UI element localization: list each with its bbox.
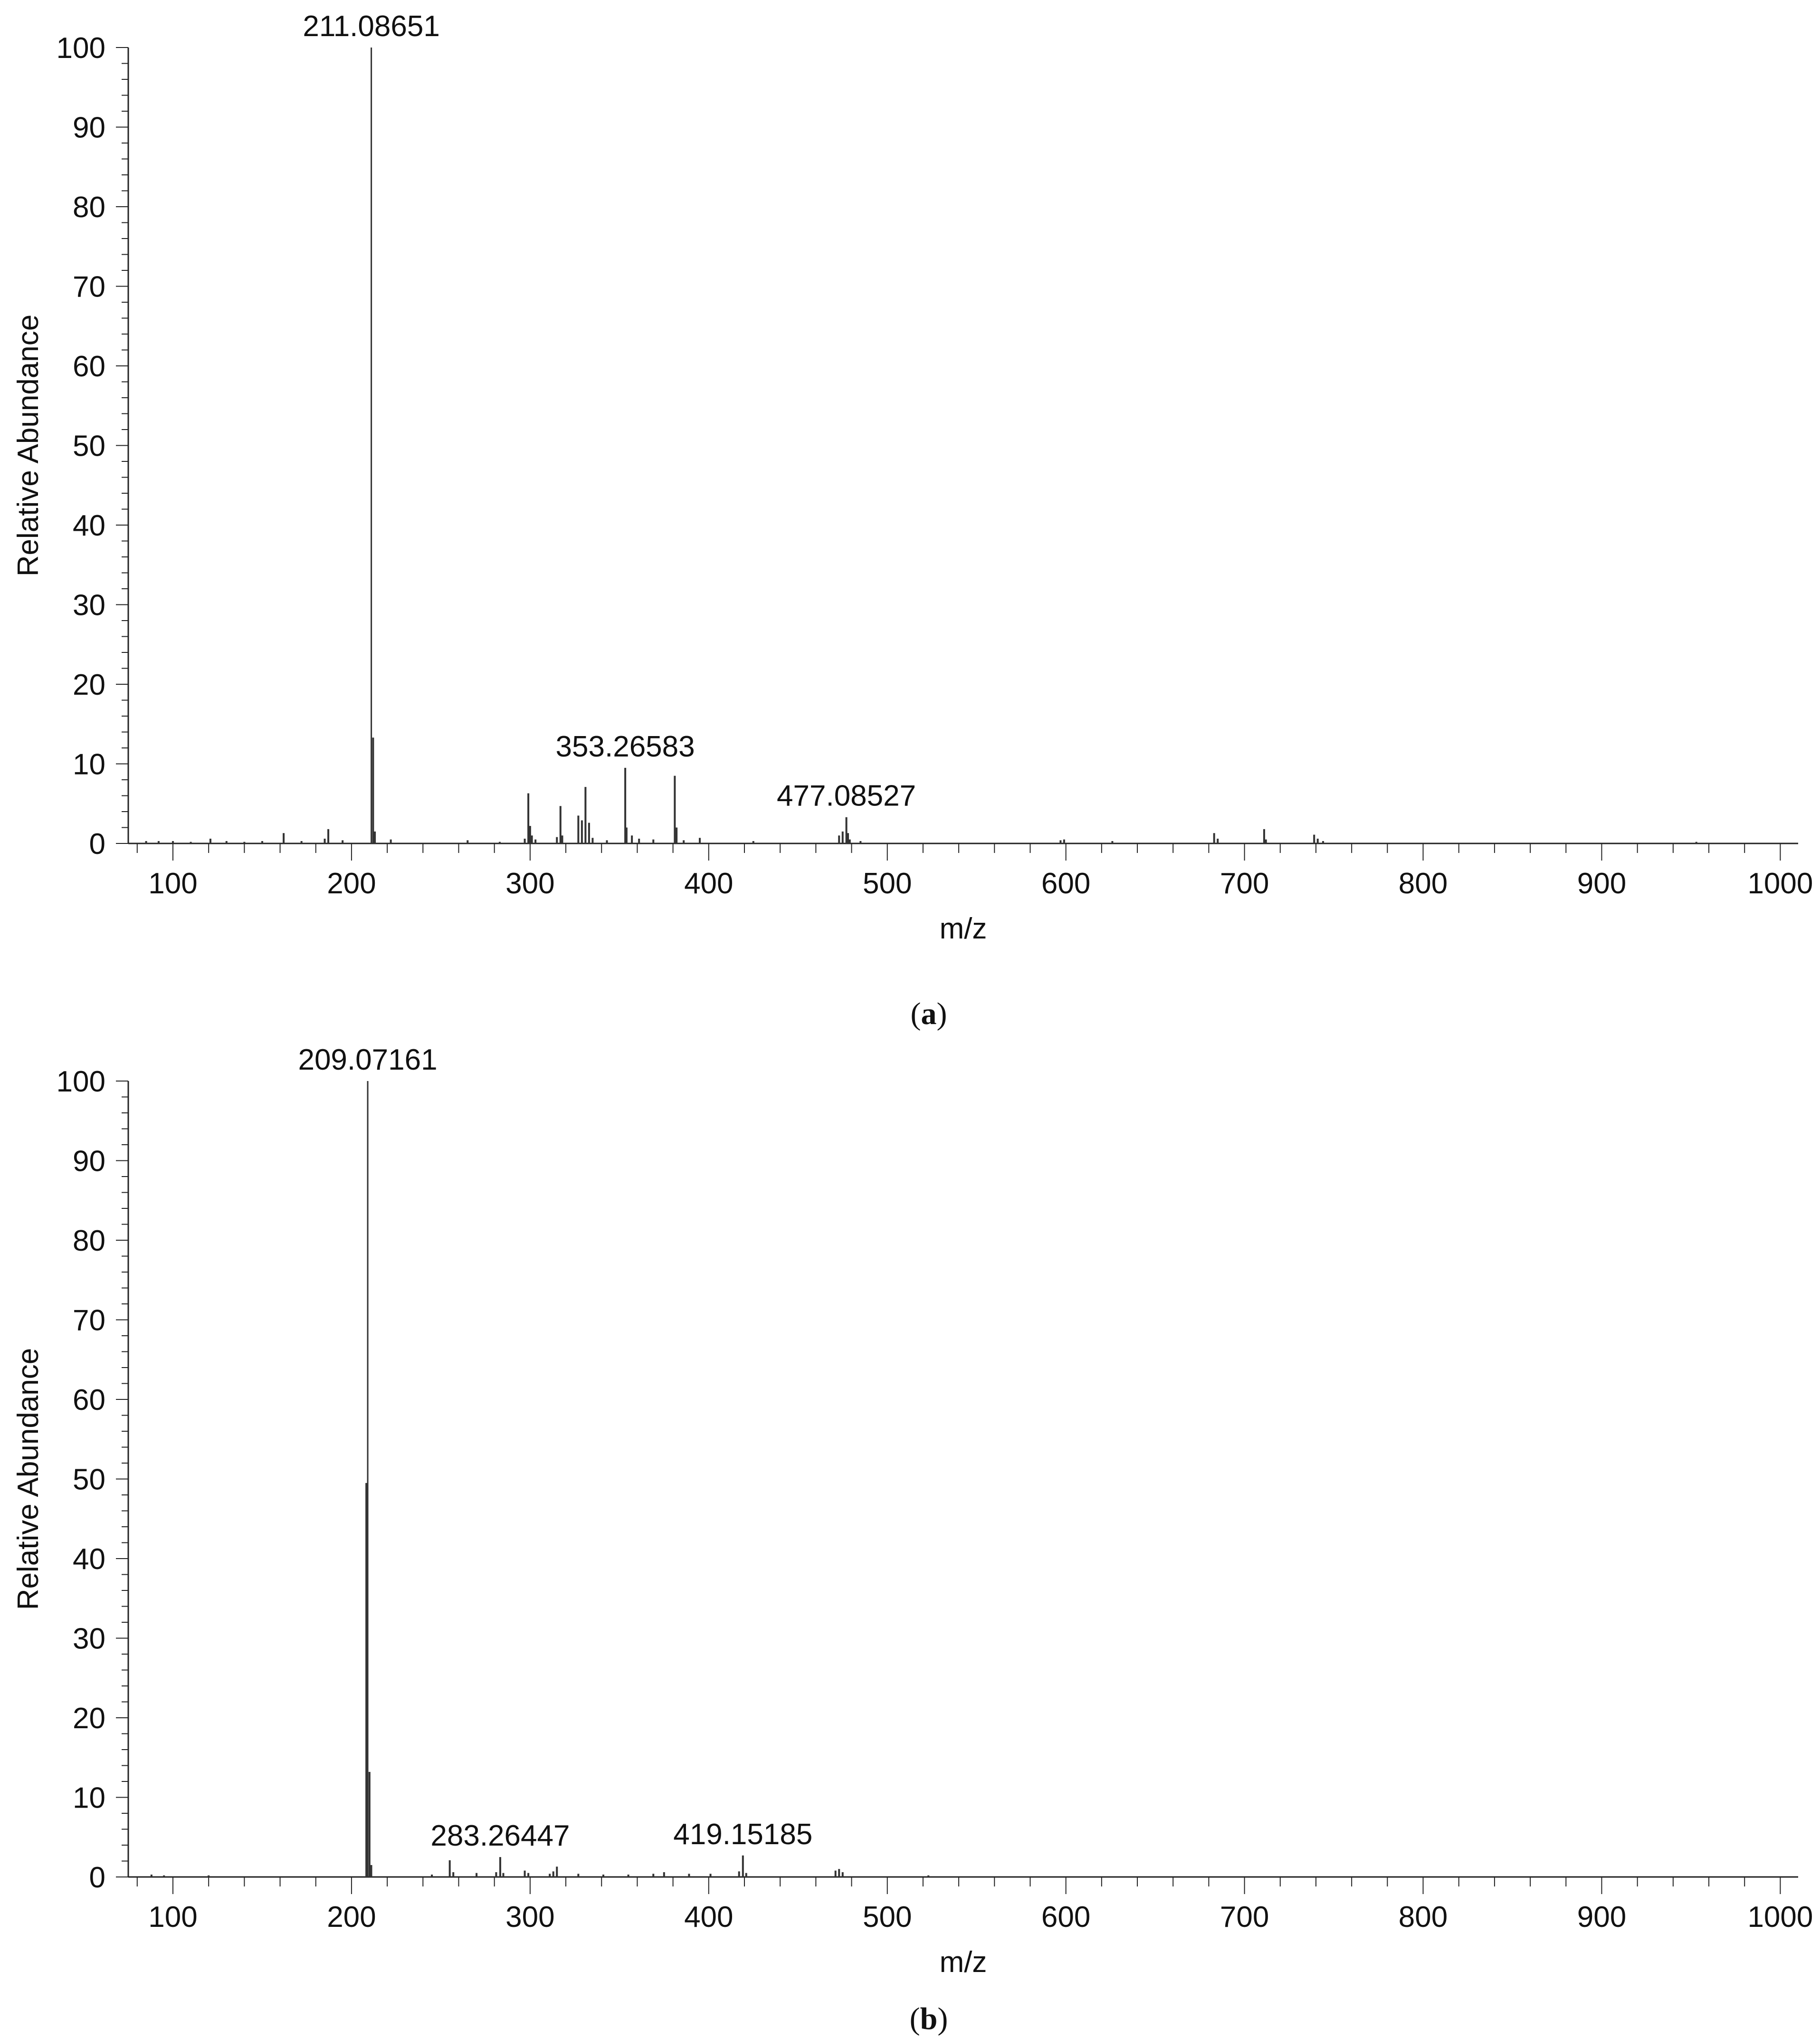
y-tick-label: 100 (57, 1065, 105, 1098)
x-tick-label: 500 (863, 1901, 912, 1934)
spectrum-panel-b: 0 10 20 30 40 50 60 70 80 90 100 100 200 300 400 500 600… (12, 1043, 1813, 2036)
x-tick-label: 800 (1399, 1901, 1448, 1934)
x-tick-label: 400 (684, 867, 733, 900)
y-tick-label: 70 (73, 271, 105, 304)
x-tick-label: 800 (1399, 867, 1448, 900)
peak-label: 209.07161 (298, 1043, 437, 1076)
y-tick-label: 30 (73, 589, 105, 622)
y-tick-label: 80 (73, 1225, 105, 1257)
panel-caption: (b) (910, 2001, 948, 2036)
x-tick-label: 1000 (1747, 1901, 1813, 1934)
x-tick-label: 700 (1220, 867, 1269, 900)
peak-label: 211.08651 (303, 10, 439, 43)
x-tick-label: 500 (863, 867, 912, 900)
x-tick-label: 600 (1041, 1901, 1090, 1934)
spectrum-panel-a: 0 10 20 30 40 50 60 70 80 90 100 100 200 300 400 500 600… (12, 10, 1813, 1031)
y-tick-label: 80 (73, 191, 105, 224)
y-tick-label: 50 (73, 1464, 105, 1496)
y-tick-label: 10 (73, 1782, 105, 1815)
y-axis-title: Relative Abundance (12, 1348, 45, 1610)
peak-label: 419.15185 (673, 1818, 812, 1851)
y-tick-label: 0 (89, 828, 105, 861)
x-tick-label: 1000 (1747, 867, 1813, 900)
y-tick-label: 90 (73, 1145, 105, 1178)
y-tick-label: 10 (73, 748, 105, 781)
y-tick-label: 50 (73, 430, 105, 463)
peak-label: 477.08527 (777, 780, 916, 813)
x-tick-label: 300 (505, 1901, 554, 1934)
y-tick-label: 40 (73, 1543, 105, 1576)
x-axis-title: m/z (940, 912, 987, 945)
x-tick-label: 200 (327, 867, 376, 900)
x-tick-label: 900 (1577, 1901, 1626, 1934)
y-tick-label: 40 (73, 509, 105, 542)
peak-label: 283.26447 (430, 1819, 570, 1852)
panel-caption: (a) (911, 996, 947, 1031)
x-tick-label: 600 (1041, 867, 1090, 900)
y-tick-label: 0 (89, 1861, 105, 1894)
y-tick-label: 60 (73, 1384, 105, 1417)
y-axis-title: Relative Abundance (12, 315, 45, 577)
y-tick-label: 20 (73, 669, 105, 701)
x-tick-label: 200 (327, 1901, 376, 1934)
x-tick-label: 900 (1577, 867, 1626, 900)
y-tick-label: 90 (73, 112, 105, 144)
y-tick-label: 70 (73, 1304, 105, 1337)
y-tick-label: 30 (73, 1623, 105, 1656)
x-axis-title: m/z (940, 1946, 987, 1979)
peak-label: 353.26583 (556, 730, 695, 763)
x-tick-label: 300 (505, 867, 554, 900)
x-tick-label: 100 (148, 1901, 197, 1934)
x-tick-label: 700 (1220, 1901, 1269, 1934)
x-tick-label: 400 (684, 1901, 733, 1934)
y-tick-label: 100 (57, 32, 105, 65)
y-tick-label: 60 (73, 350, 105, 383)
y-tick-label: 20 (73, 1702, 105, 1735)
x-tick-label: 100 (148, 867, 197, 900)
